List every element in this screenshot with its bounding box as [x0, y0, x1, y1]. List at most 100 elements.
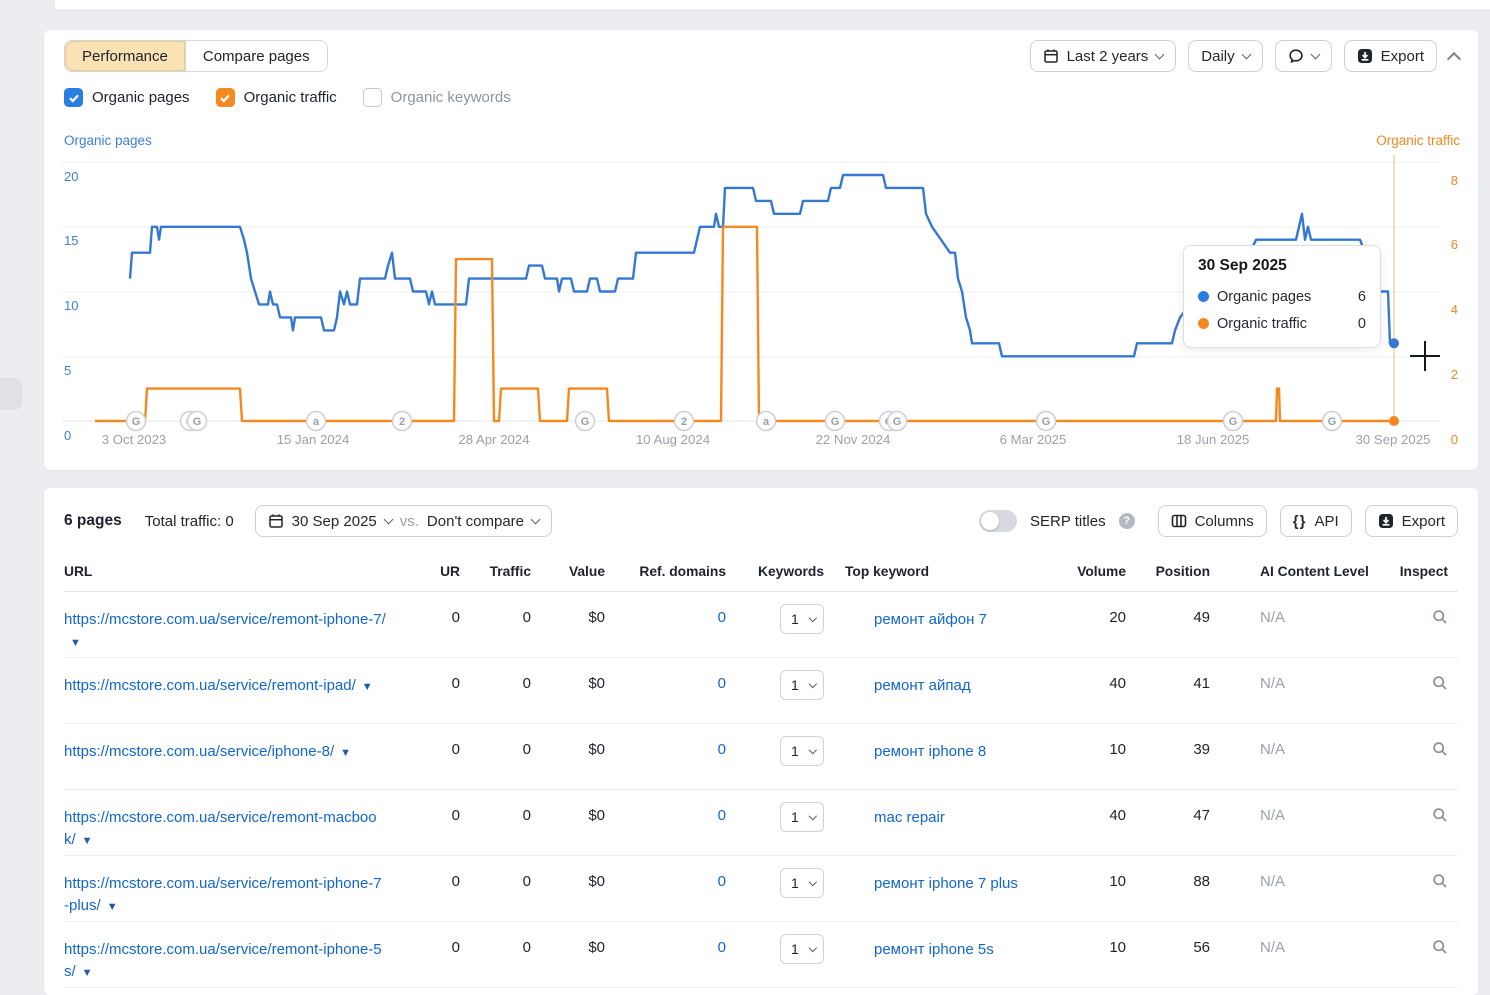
url-dropdown-caret[interactable]: ▼: [81, 835, 93, 847]
ai-content-level-cell: N/A: [1260, 873, 1286, 890]
url-cell: https://mcstore.com.ua/service/remont-ip…: [64, 592, 416, 658]
annotations-button[interactable]: [1274, 40, 1332, 72]
column-header-position[interactable]: Position: [1126, 554, 1210, 592]
column-header-top-keyword[interactable]: Top keyword: [824, 554, 1026, 592]
top-keyword-link[interactable]: ремонт iphone 7 plus: [874, 875, 1018, 892]
left-axis-title: Organic pages: [64, 133, 152, 148]
column-header-traffic[interactable]: Traffic: [460, 554, 531, 592]
serp-titles-toggle[interactable]: [978, 510, 1017, 532]
top-keyword-link[interactable]: ремонт айпад: [874, 677, 971, 694]
chart-export-button[interactable]: Export: [1343, 40, 1437, 72]
ukraine-flag-icon: [845, 745, 865, 759]
toggle-organic-keywords[interactable]: Organic keywords: [362, 88, 511, 107]
url-dropdown-caret[interactable]: ▼: [70, 637, 81, 649]
toggle-organic-pages[interactable]: Organic pages: [64, 88, 190, 107]
inspect-magnifier-icon[interactable]: [1432, 741, 1448, 757]
url-dropdown-caret[interactable]: ▼: [106, 901, 118, 913]
ref-domains-link[interactable]: 0: [717, 873, 726, 890]
ref-domains-link[interactable]: 0: [717, 741, 726, 758]
event-marker-icon[interactable]: [886, 410, 908, 432]
inspect-magnifier-icon[interactable]: [1432, 609, 1448, 625]
checkbox-empty-icon: [362, 88, 382, 107]
ref-domains-link[interactable]: 0: [717, 609, 726, 626]
collapse-chart-icon[interactable]: [1446, 51, 1462, 67]
inspect-magnifier-icon[interactable]: [1432, 675, 1448, 691]
event-marker-icon[interactable]: [755, 410, 777, 432]
tab-compare-pages[interactable]: Compare pages: [184, 41, 327, 71]
url-dropdown-caret[interactable]: ▼: [81, 967, 93, 979]
toggle-organic-traffic[interactable]: Organic traffic: [215, 88, 337, 107]
url-dropdown-caret[interactable]: ▼: [340, 747, 352, 759]
event-marker-icon[interactable]: [186, 410, 208, 432]
api-button[interactable]: {} API: [1279, 505, 1352, 537]
top-keyword-link[interactable]: ремонт iphone 8: [874, 743, 987, 760]
event-marker-icon[interactable]: [574, 410, 596, 432]
column-header-inspect[interactable]: Inspect: [1390, 554, 1458, 592]
url-dropdown-caret[interactable]: ▼: [361, 681, 373, 693]
volume-cell: 10: [1109, 873, 1126, 890]
date-range-button[interactable]: Last 2 years: [1029, 40, 1177, 72]
page-url-link[interactable]: https://mcstore.com.ua/service/iphone-8/: [64, 743, 335, 760]
page-url-link[interactable]: https://mcstore.com.ua/service/remont-ma…: [64, 809, 377, 848]
event-marker-icon[interactable]: [673, 410, 695, 432]
tab-performance[interactable]: Performance: [65, 41, 185, 71]
event-marker-label: G: [1042, 416, 1051, 428]
event-marker-icon[interactable]: [125, 410, 147, 432]
position-cell: 49: [1193, 609, 1210, 626]
column-header-ref-domains[interactable]: Ref. domains: [605, 554, 726, 592]
inspect-magnifier-icon[interactable]: [1432, 873, 1448, 889]
ai-content-level-cell: N/A: [1260, 741, 1286, 758]
inspect-magnifier-icon[interactable]: [1432, 939, 1448, 955]
keywords-select[interactable]: 1: [780, 736, 824, 766]
chevron-down-icon: [530, 514, 541, 524]
event-marker-label: G: [1328, 416, 1337, 428]
event-marker-icon[interactable]: [391, 410, 413, 432]
column-header-keywords[interactable]: Keywords: [726, 554, 824, 592]
column-header-value[interactable]: Value: [531, 554, 605, 592]
page-url-link[interactable]: https://mcstore.com.ua/service/remont-ip…: [64, 677, 356, 694]
keywords-select[interactable]: 1: [780, 868, 824, 898]
ref-domains-link[interactable]: 0: [717, 807, 726, 824]
ref-domains-link[interactable]: 0: [717, 675, 726, 692]
left-axis-tick: 10: [64, 298, 78, 313]
column-header-ai-content-level[interactable]: AI Content Level: [1210, 554, 1390, 592]
chevron-down-icon: [808, 878, 817, 886]
vs-label: vs.: [399, 512, 419, 530]
top-keyword-link[interactable]: mac repair: [874, 809, 945, 826]
chevron-down-icon: [1310, 49, 1321, 59]
keywords-select[interactable]: 1: [780, 604, 824, 634]
inspect-magnifier-icon[interactable]: [1432, 807, 1448, 823]
keywords-select[interactable]: 1: [780, 934, 824, 964]
tooltip-label: Organic traffic: [1217, 315, 1307, 332]
event-marker-icon[interactable]: [824, 410, 846, 432]
event-marker-icon[interactable]: [1035, 410, 1057, 432]
top-keyword-link[interactable]: ремонт айфон 7: [874, 611, 987, 628]
column-header-volume[interactable]: Volume: [1026, 554, 1126, 592]
help-icon[interactable]: ?: [1118, 513, 1135, 529]
toggle-label: Organic pages: [92, 89, 190, 106]
page-url-link[interactable]: https://mcstore.com.ua/service/remont-ip…: [64, 941, 382, 980]
volume-cell: 10: [1109, 741, 1126, 758]
inspect-cell: [1390, 724, 1458, 790]
x-axis-date-label: 10 Aug 2024: [636, 432, 710, 447]
table-export-button[interactable]: Export: [1364, 505, 1458, 537]
column-header-url[interactable]: URL: [64, 554, 416, 592]
columns-button[interactable]: Columns: [1157, 505, 1267, 537]
granularity-button[interactable]: Daily: [1188, 40, 1263, 72]
event-marker-label: a: [763, 416, 770, 428]
top-keyword-link[interactable]: ремонт iphone 5s: [874, 941, 994, 958]
collapsed-panel-handle[interactable]: [0, 378, 22, 410]
ref-domains-link[interactable]: 0: [717, 939, 726, 956]
ukraine-flag-icon: [845, 811, 865, 825]
keywords-select[interactable]: 1: [780, 670, 824, 700]
ai-content-level-cell: N/A: [1260, 609, 1286, 626]
export-download-icon: [1357, 49, 1372, 63]
event-marker-icon[interactable]: [1321, 410, 1343, 432]
table-date-compare-button[interactable]: 30 Sep 2025 vs. Don't compare: [254, 505, 552, 537]
page-url-link[interactable]: https://mcstore.com.ua/service/remont-ip…: [64, 875, 382, 914]
page-url-link[interactable]: https://mcstore.com.ua/service/remont-ip…: [64, 611, 386, 628]
event-marker-icon[interactable]: [1222, 410, 1244, 432]
keywords-select[interactable]: 1: [780, 802, 824, 832]
event-marker-icon[interactable]: [305, 410, 327, 432]
column-header-ur[interactable]: UR: [416, 554, 460, 592]
